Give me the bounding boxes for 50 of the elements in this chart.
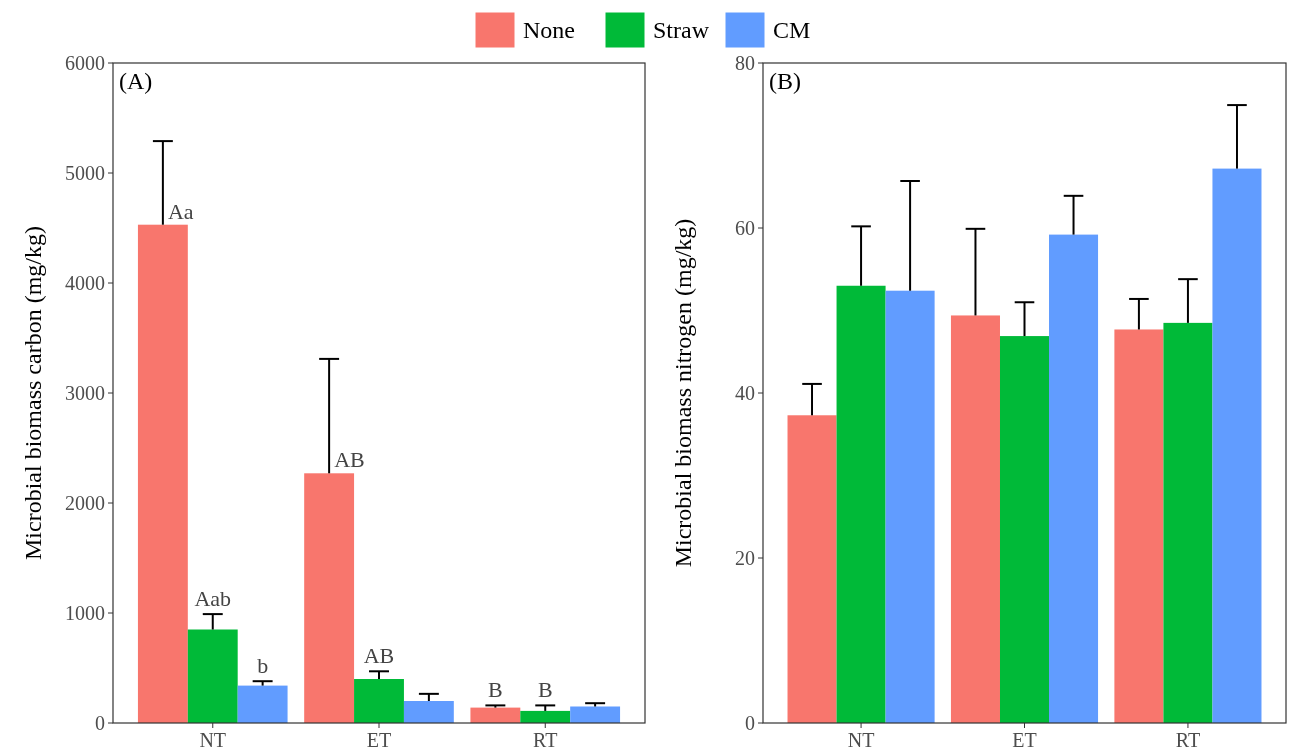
bar	[999, 336, 1050, 723]
data-label: Aab	[194, 586, 232, 612]
bar	[885, 290, 935, 723]
data-label: AB	[334, 447, 365, 473]
x-tick-label: ET	[1012, 729, 1037, 751]
y-tick-label: 0	[95, 712, 105, 734]
data-label: Aa	[167, 198, 194, 224]
bar	[470, 707, 521, 723]
legend-label: None	[523, 17, 575, 44]
y-tick-label: 3000	[65, 382, 105, 404]
bar	[237, 685, 288, 723]
x-tick-label: ET	[366, 729, 392, 751]
bar	[354, 679, 404, 723]
legend-label: CM	[773, 17, 811, 44]
data-label: B	[537, 677, 553, 703]
y-tick-label: 4000	[65, 272, 105, 294]
bar	[787, 415, 837, 723]
y-tick-label: 1000	[65, 602, 105, 624]
y-tick-label: 2000	[65, 492, 105, 514]
bar	[1049, 234, 1099, 723]
y-tick-label: 5000	[65, 162, 105, 184]
bar	[950, 315, 1000, 723]
bar	[836, 285, 886, 723]
chart-title: (A)	[119, 68, 153, 94]
x-tick-label: NT	[199, 729, 227, 751]
data-label: B	[488, 677, 503, 703]
y-axis-title: Microbial biomass nitrogen (mg/kg)	[670, 218, 696, 568]
y-tick-label: 0	[745, 712, 755, 734]
y-tick-label: 20	[735, 547, 755, 569]
x-tick-label: RT	[533, 729, 558, 751]
chart-title: (B)	[769, 68, 801, 94]
bar	[403, 701, 454, 723]
bar	[304, 473, 355, 723]
y-tick-label: 80	[735, 52, 755, 74]
y-axis-title: Microbial biomass carbon (mg/kg)	[20, 226, 46, 560]
bar	[187, 629, 238, 723]
y-tick-label: 40	[735, 382, 755, 404]
bar	[137, 224, 188, 723]
legend-label: Straw	[653, 17, 710, 44]
bar	[1114, 329, 1164, 723]
bar	[1212, 168, 1262, 723]
bar	[1163, 322, 1213, 723]
bar	[570, 706, 621, 723]
x-tick-label: RT	[1175, 729, 1201, 751]
y-tick-label: 60	[735, 217, 755, 239]
bar	[520, 710, 571, 723]
x-tick-label: NT	[847, 729, 875, 751]
data-label: AB	[363, 643, 395, 669]
data-label: b	[257, 653, 269, 679]
y-tick-label: 6000	[65, 52, 105, 74]
